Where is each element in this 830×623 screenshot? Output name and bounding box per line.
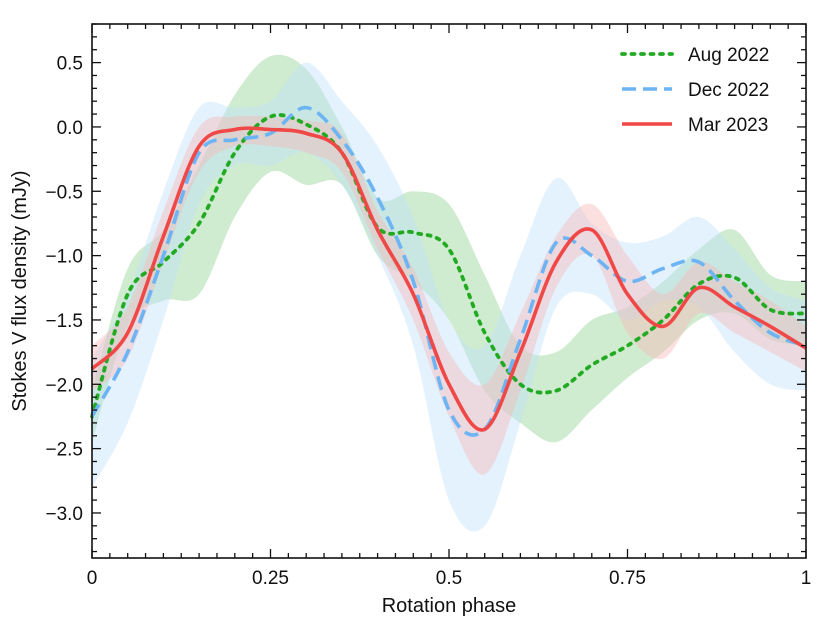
aug-series-line — [90, 113, 808, 419]
y-tick-label: −0.5 — [45, 182, 83, 203]
y-tick-label: −1.0 — [45, 247, 83, 268]
legend-item-aug: Aug 2022 — [620, 45, 769, 66]
y-tick-label: −1.5 — [45, 311, 83, 332]
y-axis-label: Stokes V flux density (mJy) — [9, 170, 31, 411]
y-tick-label: −2.5 — [45, 440, 83, 461]
dec-series-line — [90, 105, 807, 437]
legend-item-mar: Mar 2023 — [622, 115, 768, 136]
series-lines — [90, 105, 808, 437]
y-tick-label: −2.0 — [45, 375, 83, 396]
plot-frame — [91, 23, 807, 559]
legend-label-mar: Mar 2023 — [688, 115, 768, 136]
x-tick-label: 0 — [87, 568, 98, 589]
x-axis-label: Rotation phase — [382, 595, 517, 617]
y-tick-label: 0.5 — [57, 54, 83, 75]
legend-item-dec: Dec 2022 — [622, 80, 769, 101]
x-axis-ticks: 0 0.25 0.5 0.75 1 — [87, 24, 812, 589]
x-tick-label: 1 — [801, 568, 812, 589]
y-tick-label: 0.0 — [57, 118, 83, 139]
x-tick-label: 0.75 — [609, 568, 646, 589]
x-tick-label: 0.25 — [252, 568, 289, 589]
y-tick-label: −3.0 — [45, 504, 83, 525]
mar-series-line — [90, 126, 807, 432]
mar-confidence-band — [92, 115, 806, 475]
legend: Aug 2022 Dec 2022 Mar 2023 — [620, 45, 769, 136]
legend-label-dec: Dec 2022 — [688, 80, 769, 101]
legend-label-aug: Aug 2022 — [688, 45, 769, 66]
y-axis-ticks: 0.5 0.0 −0.5 −1.0 −1.5 −2.0 −2.5 −3.0 — [45, 23, 806, 553]
dec-confidence-band — [92, 62, 806, 532]
x-tick-label: 0.5 — [436, 568, 462, 589]
